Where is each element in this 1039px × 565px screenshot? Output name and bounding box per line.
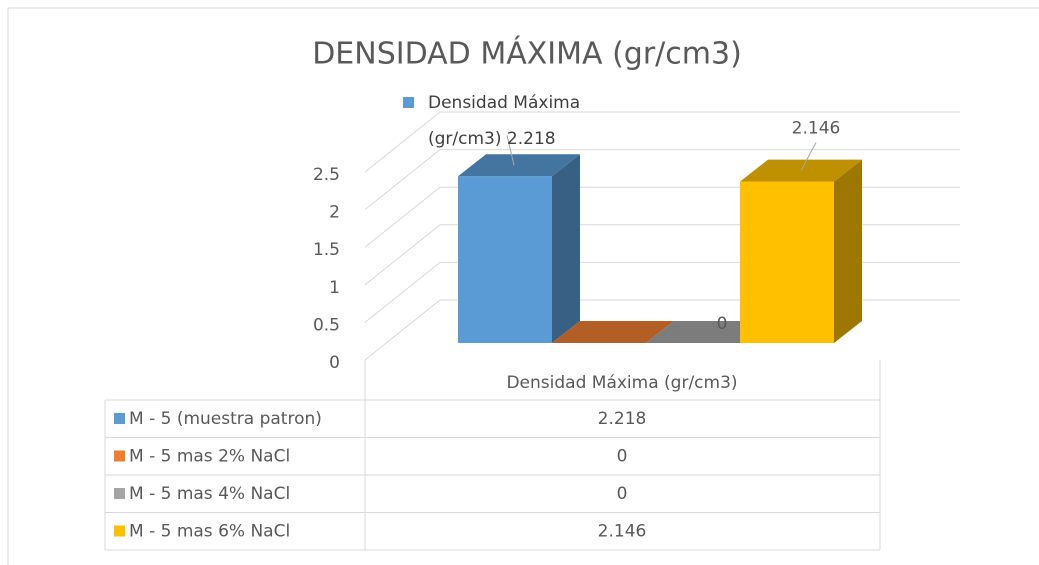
legend-key (403, 97, 414, 108)
table-value: 2.218 (598, 409, 647, 429)
data-label-value: 2.218 (506, 129, 556, 149)
y-tick-label: 2 (329, 203, 340, 223)
table-value: 0 (617, 484, 628, 504)
table-value: 2.146 (598, 522, 647, 542)
table-value: 0 (617, 447, 628, 467)
bar-top (458, 154, 580, 177)
bar-top (552, 321, 674, 343)
data-label-category: Densidad Máxima (gr/cm3) (428, 93, 581, 149)
chart-border (7, 7, 1039, 565)
chart-title: DENSIDAD MÁXIMA (gr/cm3) (312, 36, 742, 72)
data-label: 2.146 (792, 119, 841, 139)
y-tick-label: 0.5 (313, 315, 340, 335)
y-tick-label: 1 (329, 278, 340, 298)
grid-line (364, 261, 960, 323)
bar-side (834, 159, 862, 343)
y-tick-label: 2.5 (313, 165, 340, 185)
leader-line (506, 135, 515, 166)
legend-label: M - 5 mas 2% NaCl (129, 447, 290, 467)
legend-label: M - 5 mas 4% NaCl (129, 484, 290, 504)
leader-line (800, 142, 817, 171)
grid-line (364, 186, 960, 248)
grid-line (364, 224, 960, 286)
bar (740, 181, 834, 343)
y-tick-label: 1.5 (313, 240, 340, 260)
bar-top (646, 321, 768, 343)
legend-label: M - 5 (muestra patron) (129, 409, 322, 429)
legend-label: M - 5 mas 6% NaCl (129, 522, 290, 542)
legend-key (114, 413, 125, 424)
legend-key (114, 525, 125, 537)
bar (458, 176, 552, 343)
grid-line (364, 149, 960, 210)
table-header: Densidad Máxima (gr/cm3) (506, 373, 737, 393)
y-tick-label: 0 (329, 353, 340, 373)
bar-side (552, 154, 580, 343)
legend-key (114, 450, 125, 462)
data-label: 0 (717, 314, 728, 334)
legend-key (114, 488, 125, 499)
data-label: Densidad Máxima (gr/cm3) 2.218 (428, 85, 628, 157)
grid-line (364, 111, 960, 173)
